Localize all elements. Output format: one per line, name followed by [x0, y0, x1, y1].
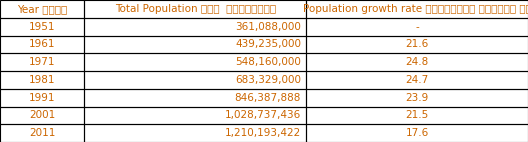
Text: 1,210,193,422: 1,210,193,422: [225, 128, 301, 138]
Bar: [84, 0, 306, 18]
Text: 1961: 1961: [29, 39, 55, 49]
Bar: [0, 18, 84, 36]
Text: 21.5: 21.5: [406, 110, 429, 120]
Text: 17.6: 17.6: [406, 128, 429, 138]
Bar: [306, 106, 528, 124]
Bar: [84, 71, 306, 89]
Bar: [306, 89, 528, 106]
Text: Population growth rate जनसंख्या वृद्धि दर: Population growth rate जनसंख्या वृद्धि द…: [303, 4, 528, 14]
Text: Total Population कुल  जनसंख्या: Total Population कुल जनसंख्या: [115, 4, 276, 14]
Bar: [0, 89, 84, 106]
Text: 1971: 1971: [29, 57, 55, 67]
Text: 1981: 1981: [29, 75, 55, 85]
Bar: [306, 0, 528, 18]
Text: 361,088,000: 361,088,000: [235, 22, 301, 32]
Text: 24.8: 24.8: [406, 57, 429, 67]
Bar: [84, 106, 306, 124]
Text: 2011: 2011: [29, 128, 55, 138]
Bar: [0, 0, 84, 18]
Bar: [84, 53, 306, 71]
Text: 24.7: 24.7: [406, 75, 429, 85]
Bar: [306, 71, 528, 89]
Text: 23.9: 23.9: [406, 93, 429, 103]
Bar: [0, 124, 84, 142]
Bar: [306, 53, 528, 71]
Text: Year वर्ष: Year वर्ष: [17, 4, 68, 14]
Bar: [306, 36, 528, 53]
Text: 548,160,000: 548,160,000: [235, 57, 301, 67]
Text: 2001: 2001: [29, 110, 55, 120]
Text: 439,235,000: 439,235,000: [235, 39, 301, 49]
Bar: [306, 124, 528, 142]
Bar: [84, 36, 306, 53]
Text: 21.6: 21.6: [406, 39, 429, 49]
Bar: [84, 124, 306, 142]
Text: 1991: 1991: [29, 93, 55, 103]
Bar: [306, 18, 528, 36]
Bar: [0, 53, 84, 71]
Bar: [0, 71, 84, 89]
Bar: [0, 106, 84, 124]
Bar: [84, 18, 306, 36]
Text: 1,028,737,436: 1,028,737,436: [225, 110, 301, 120]
Text: 1951: 1951: [29, 22, 55, 32]
Text: 683,329,000: 683,329,000: [235, 75, 301, 85]
Bar: [84, 89, 306, 106]
Text: -: -: [415, 22, 419, 32]
Bar: [0, 36, 84, 53]
Text: 846,387,888: 846,387,888: [234, 93, 301, 103]
